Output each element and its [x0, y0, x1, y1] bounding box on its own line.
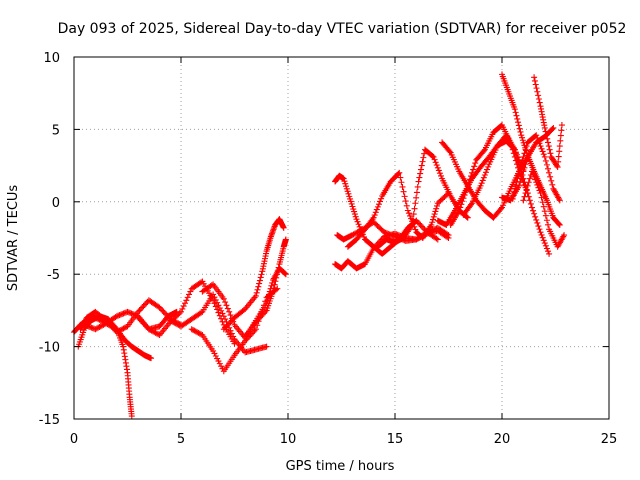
data-point-markers [220, 216, 287, 333]
data-point-markers [499, 124, 557, 204]
x-axis-label: GPS time / hours [286, 459, 395, 474]
series-10 [242, 236, 289, 340]
series-22 [520, 168, 568, 250]
data-point-markers [520, 168, 568, 250]
y-tick-label: -5 [47, 268, 60, 283]
x-tick-label: 0 [70, 432, 78, 447]
data-points [71, 71, 568, 420]
data-point-markers [167, 291, 270, 356]
y-tick-label: 0 [52, 196, 60, 211]
series-19 [460, 132, 553, 257]
axis-ticks: 0 5 10 15 20 25 -15 -10 -5 0 5 10 [39, 51, 618, 447]
data-point-markers [344, 169, 452, 250]
data-point-markers [242, 236, 289, 340]
series-7 [188, 285, 281, 375]
y-tick-label: 5 [52, 123, 60, 138]
series-14 [344, 169, 452, 250]
series-23 [531, 74, 565, 171]
chart-title: Day 093 of 2025, Sidereal Day-to-day VTE… [58, 21, 627, 37]
y-tick-label: -15 [39, 413, 60, 428]
x-tick-label: 15 [387, 432, 404, 447]
y-tick-label: 10 [43, 51, 60, 66]
data-point-markers [188, 285, 281, 375]
plot-frame [73, 56, 610, 420]
data-point-markers [460, 132, 553, 257]
series-24 [499, 124, 557, 204]
y-tick-label: -10 [39, 341, 60, 356]
series-6 [167, 291, 270, 356]
series-9 [220, 216, 287, 333]
x-tick-label: 10 [280, 432, 297, 447]
y-axis-label: SDTVAR / TECUs [6, 185, 21, 292]
x-tick-label: 5 [177, 432, 185, 447]
x-tick-label: 20 [494, 432, 511, 447]
data-point-markers [531, 74, 565, 171]
x-tick-label: 25 [601, 432, 618, 447]
